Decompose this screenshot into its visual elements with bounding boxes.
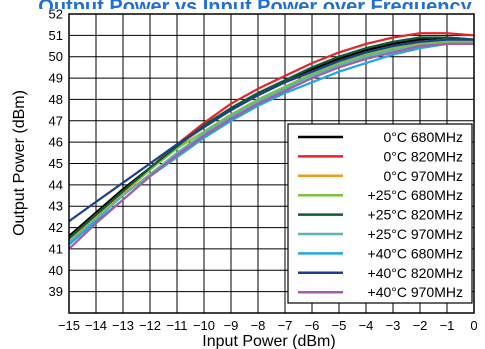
y-tick-label: 47	[49, 113, 63, 128]
legend-label: +40°C 680MHz	[368, 245, 463, 261]
legend: 0°C 680MHz 0°C 820MHz 0°C 970MHz +25°C 680M…	[287, 123, 473, 304]
y-tick-label: 52	[49, 7, 63, 22]
x-tick-label: −6	[305, 318, 320, 333]
x-tick-label: −5	[332, 318, 347, 333]
y-tick-label: 45	[49, 156, 63, 171]
x-tick-label: −12	[139, 318, 161, 333]
y-tick-label: 42	[49, 220, 63, 235]
y-tick-label: 50	[49, 49, 63, 64]
x-tick-label: −2	[413, 318, 428, 333]
y-tick-label: 41	[49, 241, 63, 256]
series-line	[69, 36, 474, 240]
x-tick-label: −3	[386, 318, 401, 333]
legend-label: 0°C 680MHz	[383, 129, 463, 145]
x-tick-label: 0	[470, 318, 477, 333]
series-line	[69, 38, 474, 223]
y-tick-label: 49	[49, 71, 63, 86]
plot-frame	[68, 13, 475, 314]
y-tick-label: 43	[49, 199, 63, 214]
series-layer	[69, 32, 474, 250]
legend-label: +25°C 970MHz	[368, 226, 463, 242]
y-tick-label: 39	[49, 284, 63, 299]
legend-label: 0°C 970MHz	[383, 168, 463, 184]
x-tick-label: −10	[193, 318, 215, 333]
x-tick-label: −14	[85, 318, 107, 333]
legend-label: +40°C 820MHz	[368, 265, 463, 281]
x-tick-labels: −15 −14 −13 −12 −11 −10 −9 −8 −7 −6 −5 −4 −3 −2 −1 0	[58, 318, 478, 333]
y-tick-label: 44	[49, 177, 63, 192]
x-tick-label: −7	[278, 318, 293, 333]
y-axis-label: Output Power (dBm)	[11, 90, 28, 236]
y-tick-label: 40	[49, 263, 63, 278]
x-tick-label: −4	[359, 318, 374, 333]
series-line	[69, 42, 474, 250]
x-tick-label: −15	[58, 318, 80, 333]
y-tick-label: 51	[49, 28, 63, 43]
legend-label: +25°C 680MHz	[368, 187, 463, 203]
legend-label: +40°C 970MHz	[368, 284, 463, 300]
x-tick-label: −13	[112, 318, 134, 333]
x-tick-label: −11	[166, 318, 187, 333]
y-tick-labels: 39 40 41 42 43 44 45 46 47 48 49 50 51 52	[49, 7, 63, 300]
x-tick-label: −1	[440, 318, 455, 333]
legend-label: 0°C 820MHz	[383, 148, 463, 164]
x-tick-label: −8	[251, 318, 266, 333]
y-tick-label: 46	[49, 135, 63, 150]
x-axis-label: Input Power (dBm)	[202, 333, 335, 349]
y-tick-label: 48	[49, 92, 63, 107]
x-tick-label: −9	[224, 318, 239, 333]
chart-title: Output Power vs Input Power over Frequen…	[38, 0, 472, 18]
legend-label: +25°C 820MHz	[368, 207, 463, 223]
